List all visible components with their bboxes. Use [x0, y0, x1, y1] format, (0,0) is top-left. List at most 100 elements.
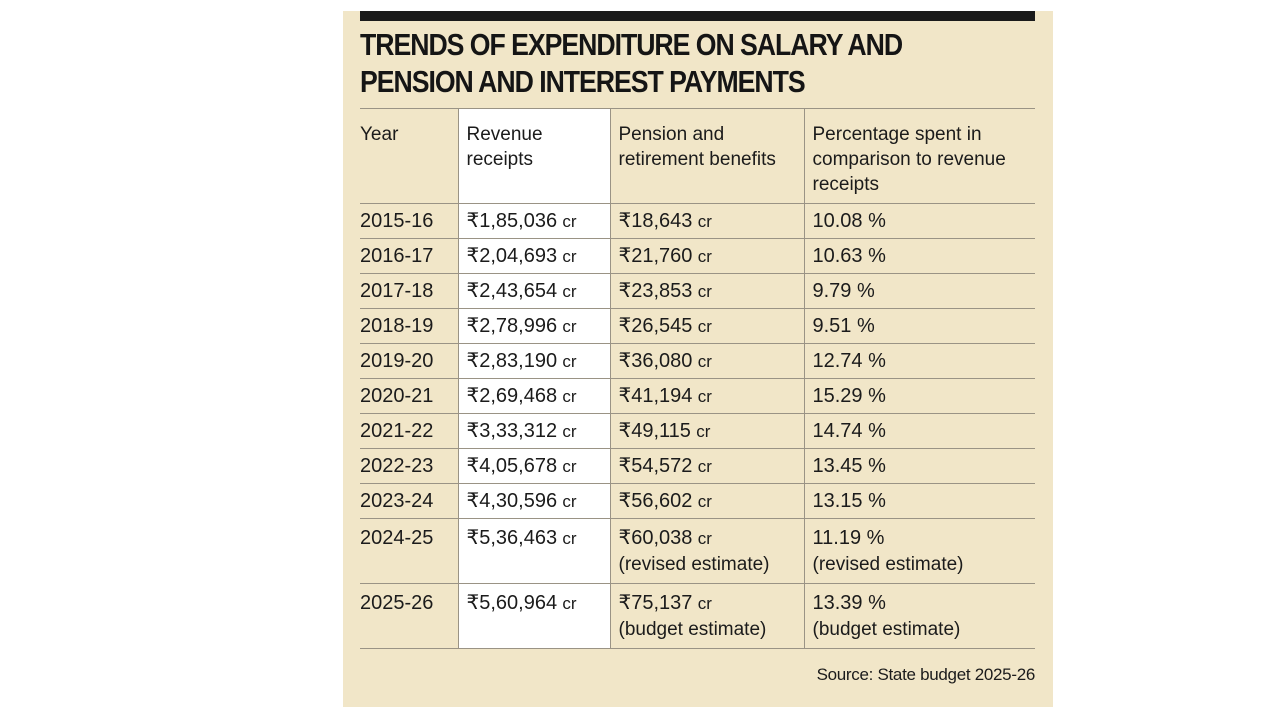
cell-percentage: 9.51 % [804, 308, 1035, 344]
unit-label: cr [697, 282, 712, 301]
pension-estimate-note: (budget estimate) [618, 619, 767, 640]
table-row: 2020-21 ₹2,69,468 cr ₹41,194 cr 15.29 % [360, 378, 1035, 414]
percentage-value: 9.51 % [812, 315, 875, 337]
revenue-value: ₹4,05,678 [466, 455, 558, 477]
pension-value: ₹75,137 [618, 592, 693, 614]
cell-pension: ₹36,080 cr [610, 343, 805, 379]
pension-value: ₹36,080 [618, 350, 693, 372]
title-line-1: TRENDS OF EXPENDITURE ON SALARY AND [360, 27, 903, 62]
percentage-value: 10.63 % [812, 245, 886, 267]
cell-year: 2019-20 [360, 343, 458, 379]
unit-label: cr [697, 387, 712, 406]
header-percentage: Percentage spent in comparison to revenu… [804, 108, 1035, 204]
cell-percentage: 11.19 % (revised estimate) [804, 518, 1035, 584]
header-year: Year [360, 108, 458, 204]
pension-value: ₹18,643 [618, 210, 693, 232]
year-value: 2025-26 [360, 592, 434, 614]
pension-value: ₹49,115 [618, 420, 691, 442]
revenue-value: ₹2,83,190 [466, 350, 558, 372]
table-header-row: Year Revenue receipts Pension and retire… [360, 108, 1035, 204]
revenue-value: ₹5,60,964 [466, 592, 558, 614]
table-row: 2024-25 ₹5,36,463 cr ₹60,038 cr (revised es… [360, 518, 1035, 584]
year-value: 2017-18 [360, 280, 434, 302]
expenditure-table: Year Revenue receipts Pension and retire… [360, 108, 1035, 649]
table-row: 2018-19 ₹2,78,996 cr ₹26,545 cr 9.51 % [360, 308, 1035, 344]
cell-year: 2017-18 [360, 273, 458, 309]
cell-revenue-receipts: ₹4,05,678 cr [457, 448, 611, 484]
revenue-value: ₹2,04,693 [466, 245, 558, 267]
unit-label: cr [697, 352, 712, 371]
pension-value: ₹21,760 [618, 245, 693, 267]
percentage-value: 10.08 % [812, 210, 886, 232]
unit-label: cr [697, 247, 712, 266]
percentage-estimate-note: (budget estimate) [812, 619, 961, 640]
cell-pension: ₹54,572 cr [610, 448, 805, 484]
cell-year: 2024-25 [360, 518, 458, 584]
percentage-value: 11.19 % [812, 527, 885, 549]
pension-value: ₹26,545 [618, 315, 693, 337]
cell-year: 2022-23 [360, 448, 458, 484]
cell-percentage: 15.29 % [804, 378, 1035, 414]
year-value: 2021-22 [360, 420, 434, 442]
unit-label: cr [562, 529, 577, 548]
unit-label: cr [562, 387, 577, 406]
cell-pension: ₹26,545 cr [610, 308, 805, 344]
cell-revenue-receipts: ₹2,04,693 cr [457, 238, 611, 274]
percentage-value: 13.45 % [812, 455, 886, 477]
year-value: 2019-20 [360, 350, 434, 372]
percentage-value: 9.79 % [812, 280, 875, 302]
cell-pension: ₹41,194 cr [610, 378, 805, 414]
percentage-estimate-note: (revised estimate) [812, 554, 964, 575]
percentage-value: 13.15 % [812, 490, 886, 512]
source-note: Source: State budget 2025-26 [816, 665, 1036, 684]
cell-year: 2025-26 [360, 583, 458, 649]
revenue-value: ₹1,85,036 [466, 210, 558, 232]
revenue-value: ₹5,36,463 [466, 527, 558, 549]
unit-label: cr [562, 282, 577, 301]
header-pension: Pension and retirement benefits [610, 108, 805, 204]
unit-label: cr [562, 352, 577, 371]
cell-revenue-receipts: ₹2,78,996 cr [457, 308, 611, 344]
cell-pension: ₹21,760 cr [610, 238, 805, 274]
cell-revenue-receipts: ₹2,43,654 cr [457, 273, 611, 309]
cell-percentage: 14.74 % [804, 413, 1035, 449]
cell-revenue-receipts: ₹2,69,468 cr [457, 378, 611, 414]
pension-value: ₹56,602 [618, 490, 693, 512]
year-value: 2023-24 [360, 490, 434, 512]
pension-value: ₹60,038 [618, 527, 693, 549]
unit-label: cr [697, 492, 712, 511]
unit-label: cr [697, 317, 712, 336]
cell-year: 2020-21 [360, 378, 458, 414]
cell-pension: ₹18,643 cr [610, 203, 805, 239]
cell-percentage: 12.74 % [804, 343, 1035, 379]
cell-revenue-receipts: ₹3,33,312 cr [457, 413, 611, 449]
unit-label: cr [562, 594, 577, 613]
unit-label: cr [562, 422, 577, 441]
cell-revenue-receipts: ₹1,85,036 cr [457, 203, 611, 239]
year-value: 2015-16 [360, 210, 434, 232]
unit-label: cr [697, 529, 712, 548]
table-row: 2022-23 ₹4,05,678 cr ₹54,572 cr 13.45 % [360, 448, 1035, 484]
cell-year: 2015-16 [360, 203, 458, 239]
cell-year: 2016-17 [360, 238, 458, 274]
cell-revenue-receipts: ₹4,30,596 cr [457, 483, 611, 519]
table-row: 2019-20 ₹2,83,190 cr ₹36,080 cr 12.74 % [360, 343, 1035, 379]
cell-revenue-receipts: ₹5,36,463 cr [457, 518, 611, 584]
table-row: 2017-18 ₹2,43,654 cr ₹23,853 cr 9.79 % [360, 273, 1035, 309]
cell-percentage: 10.63 % [804, 238, 1035, 274]
pension-value: ₹41,194 [618, 385, 693, 407]
unit-label: cr [562, 492, 577, 511]
cell-year: 2023-24 [360, 483, 458, 519]
cell-revenue-receipts: ₹5,60,964 cr [457, 583, 611, 649]
cell-pension: ₹23,853 cr [610, 273, 805, 309]
table-row: 2025-26 ₹5,60,964 cr ₹75,137 cr (budget est… [360, 583, 1035, 649]
year-value: 2018-19 [360, 315, 434, 337]
table-row: 2021-22 ₹3,33,312 cr ₹49,115 cr 14.74 % [360, 413, 1035, 449]
cell-pension: ₹60,038 cr (revised estimate) [610, 518, 805, 584]
revenue-value: ₹3,33,312 [466, 420, 558, 442]
cell-revenue-receipts: ₹2,83,190 cr [457, 343, 611, 379]
percentage-value: 13.39 % [812, 592, 886, 614]
cell-percentage: 9.79 % [804, 273, 1035, 309]
pension-estimate-note: (revised estimate) [618, 554, 770, 575]
table-row: 2016-17 ₹2,04,693 cr ₹21,760 cr 10.63 % [360, 238, 1035, 274]
